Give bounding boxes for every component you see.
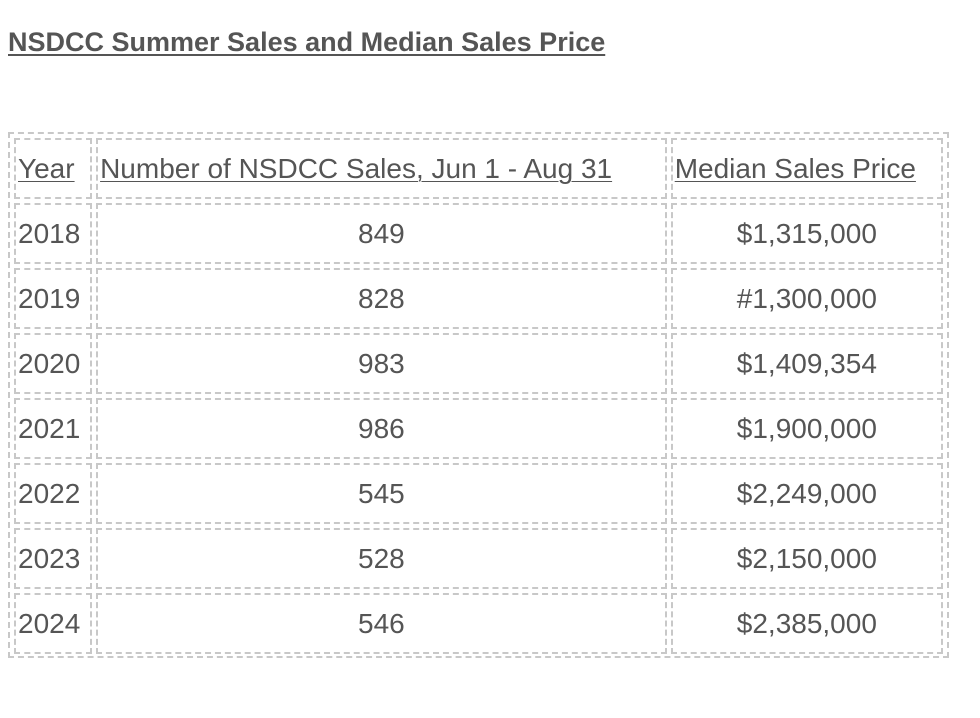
table-header-row: Year Number of NSDCC Sales, Jun 1 - Aug … [14, 138, 943, 199]
median-price-cell: $2,249,000 [670, 463, 943, 524]
table-row: 2018 849 $1,315,000 [14, 203, 943, 264]
table-row: 2022 545 $2,249,000 [14, 463, 943, 524]
table-row: 2023 528 $2,150,000 [14, 528, 943, 589]
year-cell: 2022 [14, 463, 93, 524]
sales-table-container: Year Number of NSDCC Sales, Jun 1 - Aug … [8, 132, 949, 658]
table-row: 2019 828 #1,300,000 [14, 268, 943, 329]
sales-count-cell: 545 [96, 463, 667, 524]
price-column-header: Median Sales Price [670, 138, 943, 199]
year-column-header: Year [14, 138, 93, 199]
sales-count-cell: 546 [96, 593, 667, 654]
year-cell: 2021 [14, 398, 93, 459]
median-price-cell: $1,409,354 [670, 333, 943, 394]
table-row: 2020 983 $1,409,354 [14, 333, 943, 394]
median-price-cell: $2,150,000 [670, 528, 943, 589]
sales-count-cell: 849 [96, 203, 667, 264]
sales-column-header: Number of NSDCC Sales, Jun 1 - Aug 31 [96, 138, 667, 199]
median-price-cell: $1,315,000 [670, 203, 943, 264]
sales-count-cell: 986 [96, 398, 667, 459]
year-cell: 2020 [14, 333, 93, 394]
median-price-cell: $1,900,000 [670, 398, 943, 459]
sales-count-cell: 828 [96, 268, 667, 329]
median-price-cell: #1,300,000 [670, 268, 943, 329]
sales-count-cell: 528 [96, 528, 667, 589]
year-cell: 2023 [14, 528, 93, 589]
year-cell: 2018 [14, 203, 93, 264]
year-cell: 2024 [14, 593, 93, 654]
sales-count-cell: 983 [96, 333, 667, 394]
sales-table: Year Number of NSDCC Sales, Jun 1 - Aug … [10, 134, 947, 658]
median-price-cell: $2,385,000 [670, 593, 943, 654]
year-cell: 2019 [14, 268, 93, 329]
table-row: 2024 546 $2,385,000 [14, 593, 943, 654]
page-title: NSDCC Summer Sales and Median Sales Pric… [8, 27, 606, 57]
table-row: 2021 986 $1,900,000 [14, 398, 943, 459]
